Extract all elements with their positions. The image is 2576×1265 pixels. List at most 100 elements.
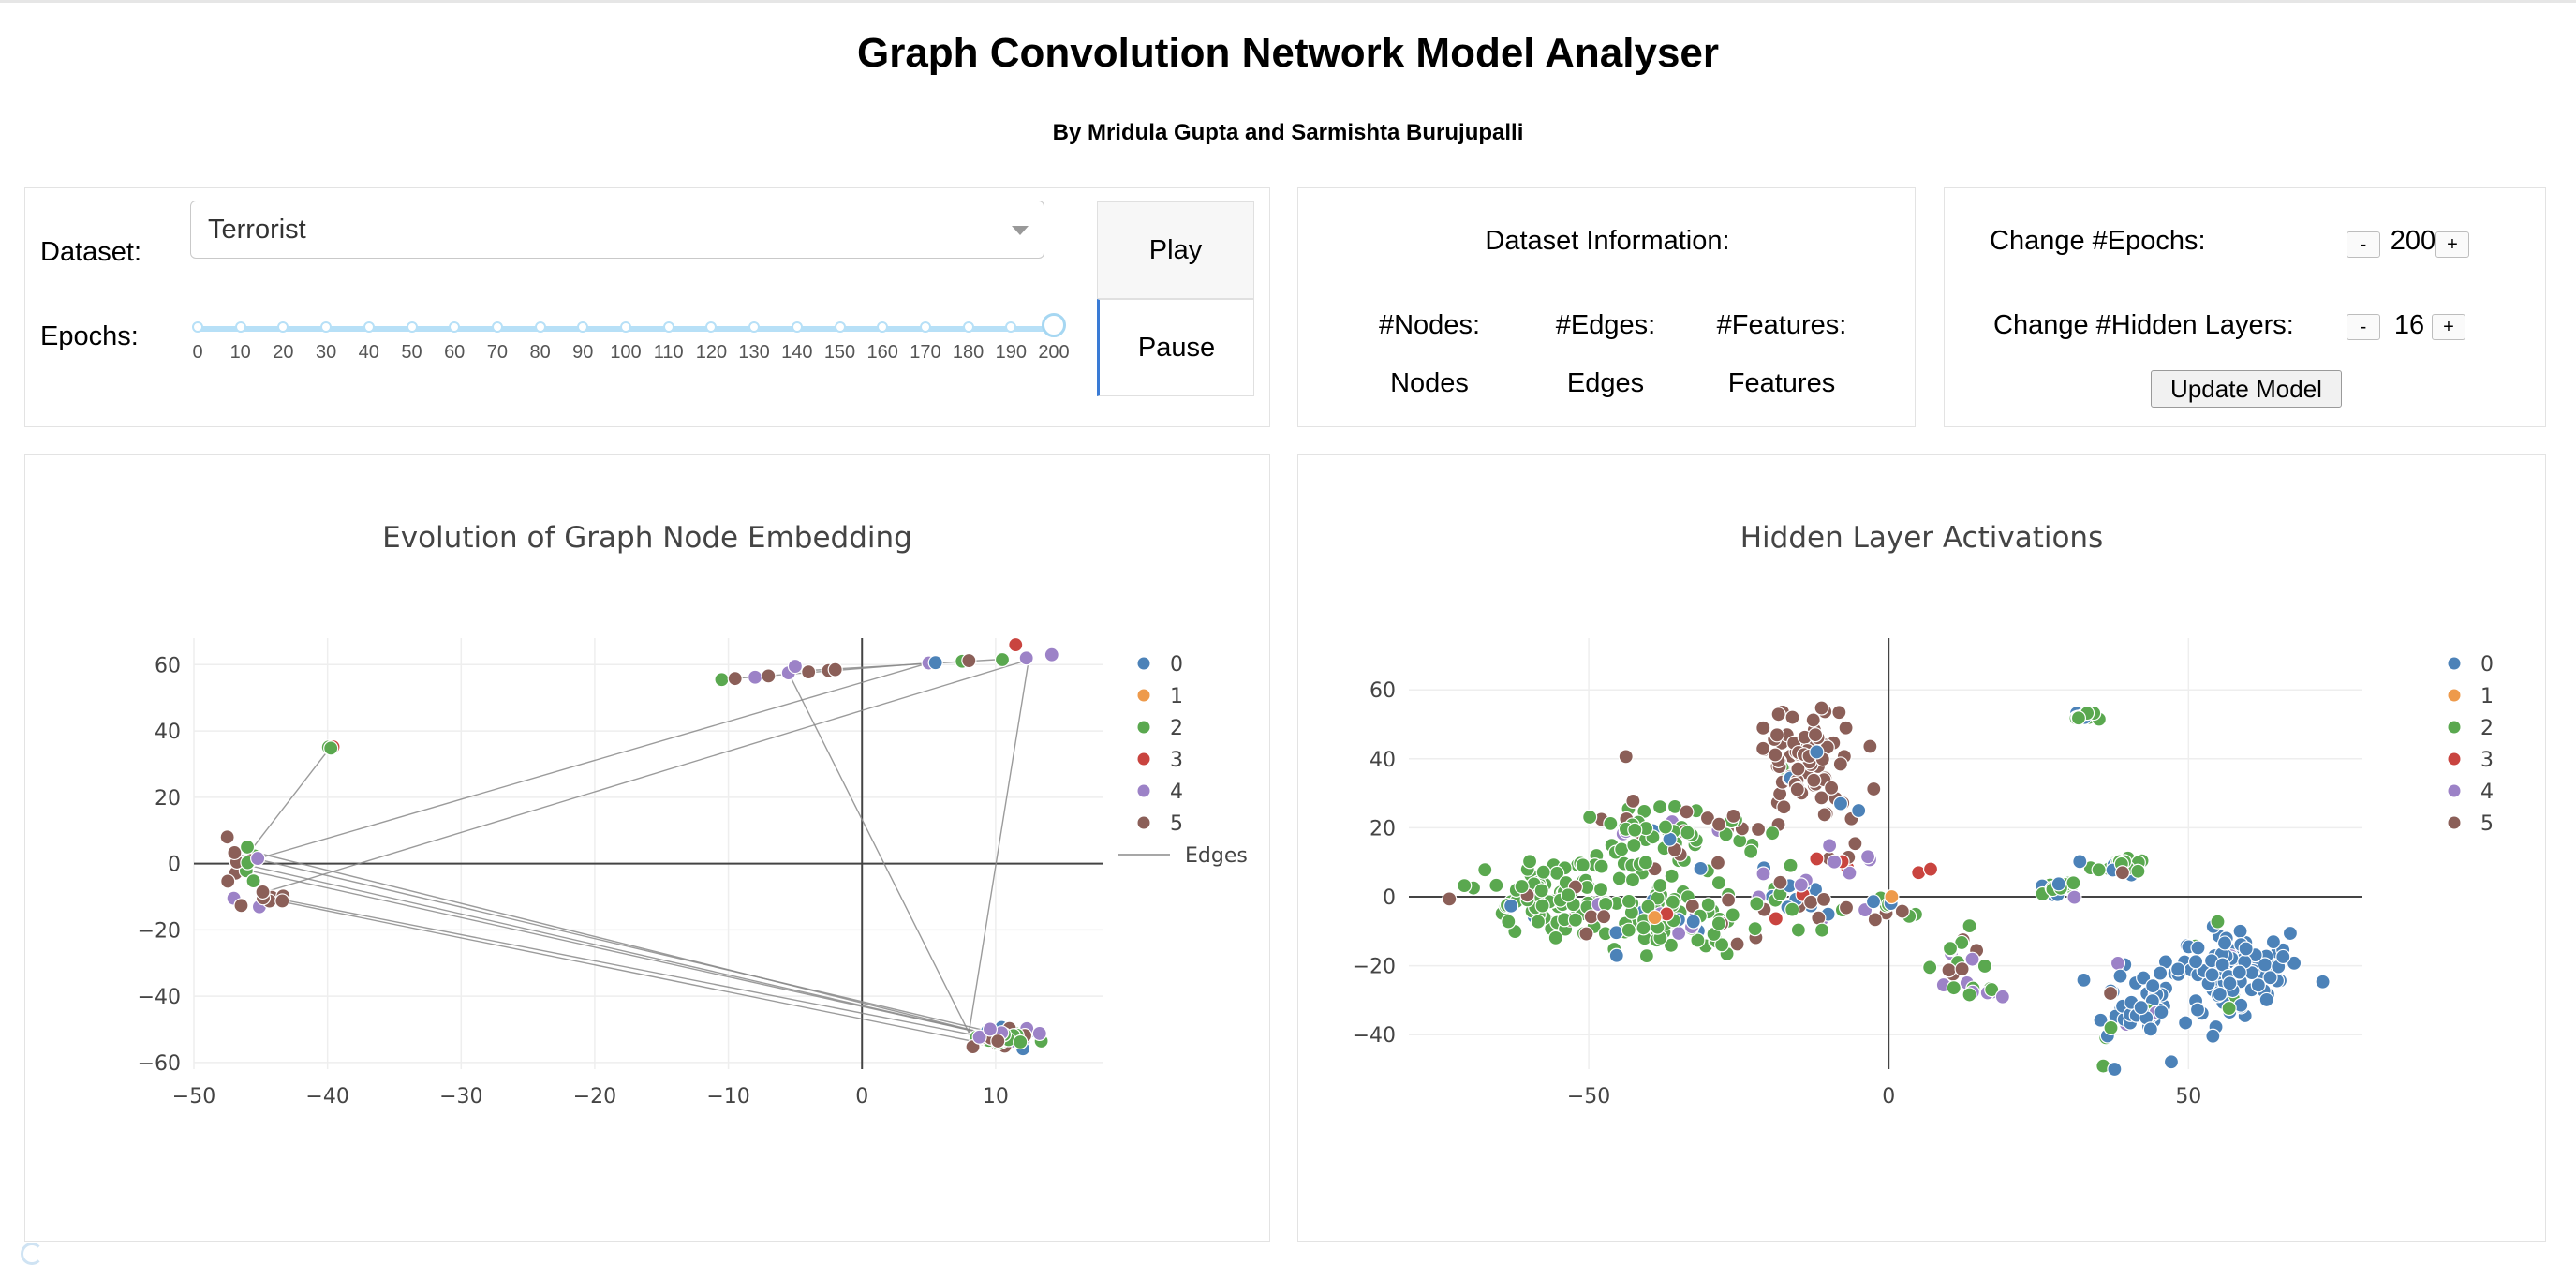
scatter-point-series-2[interactable] [1784,901,1800,917]
scatter-point-series-2[interactable] [1626,837,1642,854]
scatter-point-series-2[interactable] [2091,862,2107,878]
legend-swatch-series-0[interactable] [1137,657,1150,670]
scatter-point-series-5[interactable] [1815,891,1832,908]
scatter-point-series-0[interactable] [2204,967,2220,983]
scatter-point-series-0[interactable] [1693,860,1709,876]
hidden-increment-button[interactable]: + [2432,314,2465,340]
scatter-point-series-2[interactable] [1624,872,1641,888]
scatter-point-series-5[interactable] [1789,781,1805,797]
legend-swatch-series-1[interactable] [2448,689,2461,702]
scatter-point-series-5[interactable] [227,844,243,861]
scatter-point-series-2[interactable] [1690,932,1706,948]
legend-label[interactable]: 4 [1170,781,1183,804]
scatter-point-series-2[interactable] [2130,863,2146,879]
scatter-point-series-5[interactable] [220,873,236,889]
scatter-point-series-0[interactable] [2145,978,2161,994]
scatter-point-series-2[interactable] [1976,958,1992,975]
scatter-point-series-0[interactable] [2265,934,2282,950]
scatter-point-series-0[interactable] [2050,876,2066,892]
scatter-point-series-5[interactable] [1790,761,1806,777]
scatter-point-series-2[interactable] [1593,858,1609,874]
scatter-point-series-4[interactable] [1822,838,1838,854]
scatter-point-series-2[interactable] [1710,875,1726,891]
scatter-point-series-5[interactable] [1699,810,1716,826]
scatter-point-series-3[interactable] [1809,851,1825,867]
scatter-point-series-0[interactable] [2163,1054,2180,1070]
slider-tick-mark[interactable] [234,321,246,333]
update-model-button[interactable]: Update Model [2151,370,2342,408]
scatter-point-series-0[interactable] [1809,744,1825,760]
scatter-point-series-0[interactable] [2282,925,2299,942]
scatter-point-series-2[interactable] [1582,809,1598,826]
scatter-point-series-5[interactable] [1768,747,1784,763]
scatter-point-series-4[interactable] [1755,866,1771,882]
scatter-point-series-0[interactable] [2153,965,2169,981]
legend-label[interactable]: 3 [2480,749,2494,772]
scatter-point-series-2[interactable] [1790,922,1806,938]
scatter-point-series-5[interactable] [727,671,743,687]
slider-tick-mark[interactable] [277,321,289,333]
scatter-point-series-2[interactable] [1530,914,1547,930]
scatter-point-series-5[interactable] [801,663,817,680]
scatter-point-series-2[interactable] [1575,857,1591,873]
legend-swatch-series-3[interactable] [2448,752,2461,766]
scatter-point-series-5[interactable] [1625,793,1641,809]
scatter-point-series-0[interactable] [1851,802,1867,819]
scatter-point-series-4[interactable] [1964,951,1980,967]
scatter-point-series-2[interactable] [1535,864,1551,880]
legend-label[interactable]: 0 [1170,653,1183,677]
scatter-point-series-5[interactable] [1770,707,1786,722]
scatter-point-series-5[interactable] [1838,720,1854,736]
scatter-point-series-2[interactable] [1651,799,1668,815]
slider-tick-mark[interactable] [962,321,974,333]
scatter-point-series-5[interactable] [1824,780,1840,796]
scatter-point-series-5[interactable] [1806,772,1822,788]
scatter-point-series-0[interactable] [1608,925,1624,941]
scatter-point-series-5[interactable] [1442,891,1458,907]
legend-swatch-series-5[interactable] [1137,816,1150,829]
scatter-point-series-2[interactable] [1714,937,1730,953]
slider-tick-mark[interactable] [877,321,889,333]
scatter-point-series-0[interactable] [2170,961,2186,977]
scatter-point-series-0[interactable] [1608,947,1624,963]
scatter-point-series-5[interactable] [255,884,271,900]
scatter-point-series-2[interactable] [2065,875,2081,891]
scatter-point-series-0[interactable] [2262,970,2278,986]
scatter-point-series-0[interactable] [927,655,943,671]
legend-label[interactable]: 0 [2480,653,2494,677]
slider-tick-mark[interactable] [620,321,631,333]
scatter-point-series-0[interactable] [2142,1021,2158,1037]
scatter-point-series-0[interactable] [2154,1004,2169,1020]
scatter-point-series-5[interactable] [1583,909,1599,925]
scatter-point-series-4[interactable] [1859,849,1876,865]
legend-swatch-series-2[interactable] [1137,721,1150,734]
scatter-point-series-2[interactable] [714,672,730,688]
scatter-point-series-2[interactable] [1592,882,1609,898]
scatter-point-series-0[interactable] [2286,955,2302,971]
epochs-increment-button[interactable]: + [2435,231,2469,258]
scatter-point-series-2[interactable] [2221,1000,2237,1017]
scatter-point-series-5[interactable] [1847,836,1863,852]
slider-tick-mark[interactable] [662,321,674,333]
play-button[interactable]: Play [1097,201,1254,299]
scatter-point-series-3[interactable] [1008,636,1024,653]
scatter-point-series-0[interactable] [2072,854,2088,870]
slider-tick-mark[interactable] [363,321,375,333]
scatter-point-series-3[interactable] [1768,911,1784,927]
scatter-point-series-5[interactable] [1814,790,1829,806]
scatter-point-series-5[interactable] [219,829,235,845]
scatter-point-series-4[interactable] [250,850,266,867]
scatter-point-series-2[interactable] [1743,843,1759,859]
scatter-point-series-5[interactable] [233,898,249,914]
slider-tick-mark[interactable] [919,321,931,333]
scatter-point-series-4[interactable] [787,658,804,675]
scatter-point-series-2[interactable] [1946,980,1962,996]
slider-tick-mark[interactable] [834,321,846,333]
slider-tick-mark[interactable] [705,321,718,333]
slider-tick-mark[interactable] [577,321,589,333]
legend-label[interactable]: 3 [1170,749,1183,772]
scatter-point-series-2[interactable] [1962,918,1977,934]
scatter-point-series-2[interactable] [2210,914,2226,930]
scatter-point-series-5[interactable] [1729,936,1745,952]
scatter-point-series-2[interactable] [1603,815,1619,831]
